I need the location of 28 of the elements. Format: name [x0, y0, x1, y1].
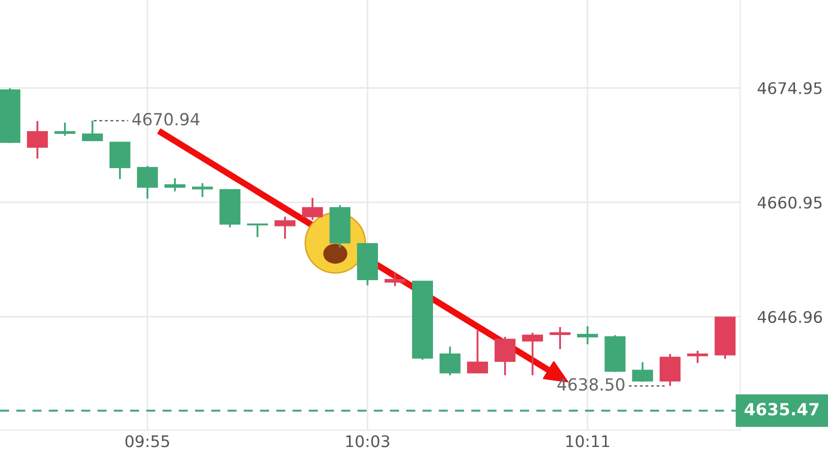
y-tick-label: 4646.96 — [758, 310, 822, 324]
annotation: 4638.50 — [557, 378, 624, 391]
candlestick — [467, 329, 488, 374]
candlestick — [660, 353, 681, 387]
candlestick — [550, 326, 571, 350]
candlestick — [494, 336, 516, 376]
ref-line-label: 4635.47 — [744, 402, 819, 416]
candlestick — [247, 223, 268, 238]
candlestick — [82, 120, 103, 142]
x-tick-label: 10:11 — [566, 435, 610, 448]
y-tick-label: 4660.95 — [758, 196, 822, 209]
x-tick-label: 09:55 — [125, 435, 170, 448]
candlestick — [384, 271, 406, 288]
candlestick — [192, 182, 213, 198]
candlestick — [577, 325, 598, 346]
candlestick — [632, 361, 654, 383]
candlestick — [522, 332, 544, 376]
candlestick — [164, 177, 186, 192]
candlestick — [136, 165, 158, 200]
candlestick — [302, 196, 323, 221]
x-tick-label: 10:03 — [346, 435, 390, 448]
candlestick — [274, 216, 296, 240]
candlestick — [687, 350, 708, 364]
annotation: 4670.94 — [132, 112, 200, 126]
candlestick — [440, 346, 460, 376]
candlestick — [26, 120, 48, 160]
candlestick — [54, 122, 76, 137]
y-tick-label: 4674.95 — [758, 82, 822, 94]
